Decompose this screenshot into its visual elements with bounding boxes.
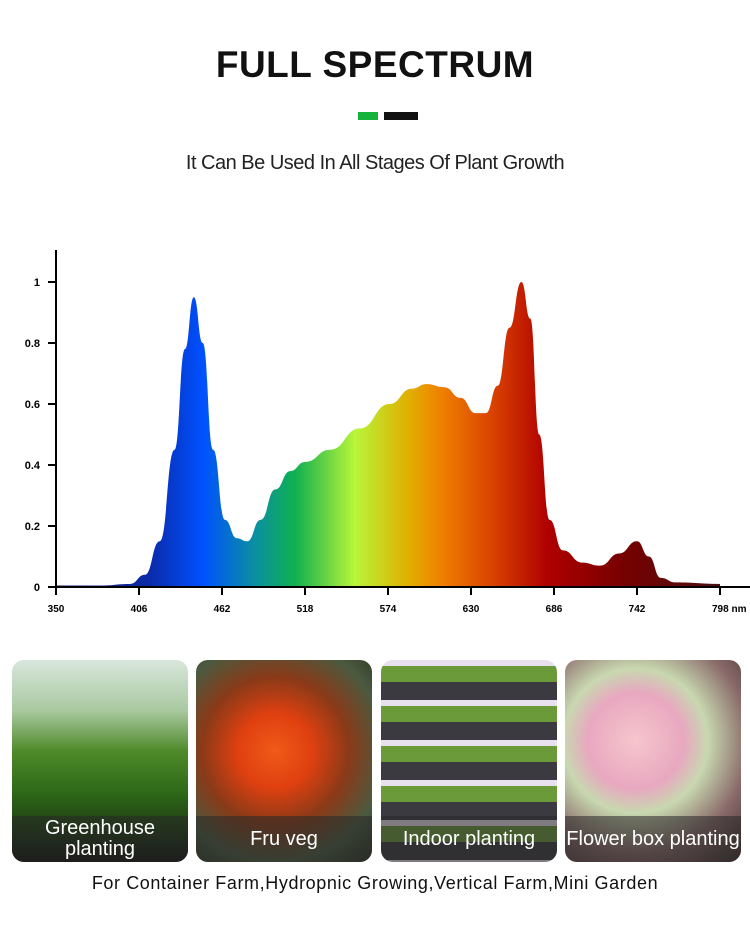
tile-label: Indoor planting	[381, 816, 557, 862]
tile-fruit-veg: Fru veg	[196, 660, 372, 862]
page-title: FULL SPECTRUM	[215, 44, 535, 85]
subtitle: It Can Be Used In All Stages Of Plant Gr…	[185, 152, 565, 174]
y-tick-label: 0.2	[25, 521, 40, 533]
spectrum-chart: 350 406 462 518 574 630 686 742 798 nm 0 0.2 0.4 0.6…	[25, 250, 750, 615]
y-tick-label: 0.4	[25, 460, 41, 472]
tile-flower-box: Flower box planting	[565, 660, 741, 862]
spectrum-area	[56, 282, 720, 587]
x-tick-label: 462	[214, 604, 231, 615]
x-tick-label: 518	[297, 604, 314, 615]
tile-greenhouse: Greenhouse planting	[12, 660, 188, 862]
x-tick-label: 406	[131, 604, 148, 615]
tile-label: Fru veg	[196, 816, 372, 862]
x-tick-label: 630	[463, 604, 480, 615]
tile-label: Greenhouse planting	[12, 816, 188, 862]
tile-indoor: Indoor planting	[381, 660, 557, 862]
x-tick-label: 350	[48, 604, 65, 615]
x-tick-label: 798 nm	[712, 604, 747, 615]
x-tick-label: 574	[380, 604, 397, 615]
x-tick-label: 742	[629, 604, 646, 615]
y-tick-label: 0	[34, 582, 40, 594]
footer-text: For Container Farm,Hydropnic Growing,Ver…	[91, 873, 659, 893]
x-tick-label: 686	[546, 604, 563, 615]
y-tick-label: 1	[34, 277, 40, 289]
accent-bar-black	[384, 112, 418, 120]
accent-bar-green	[358, 112, 378, 120]
tile-label: Flower box planting	[565, 816, 741, 862]
y-tick-label: 0.8	[25, 338, 40, 350]
y-tick-label: 0.6	[25, 399, 40, 411]
